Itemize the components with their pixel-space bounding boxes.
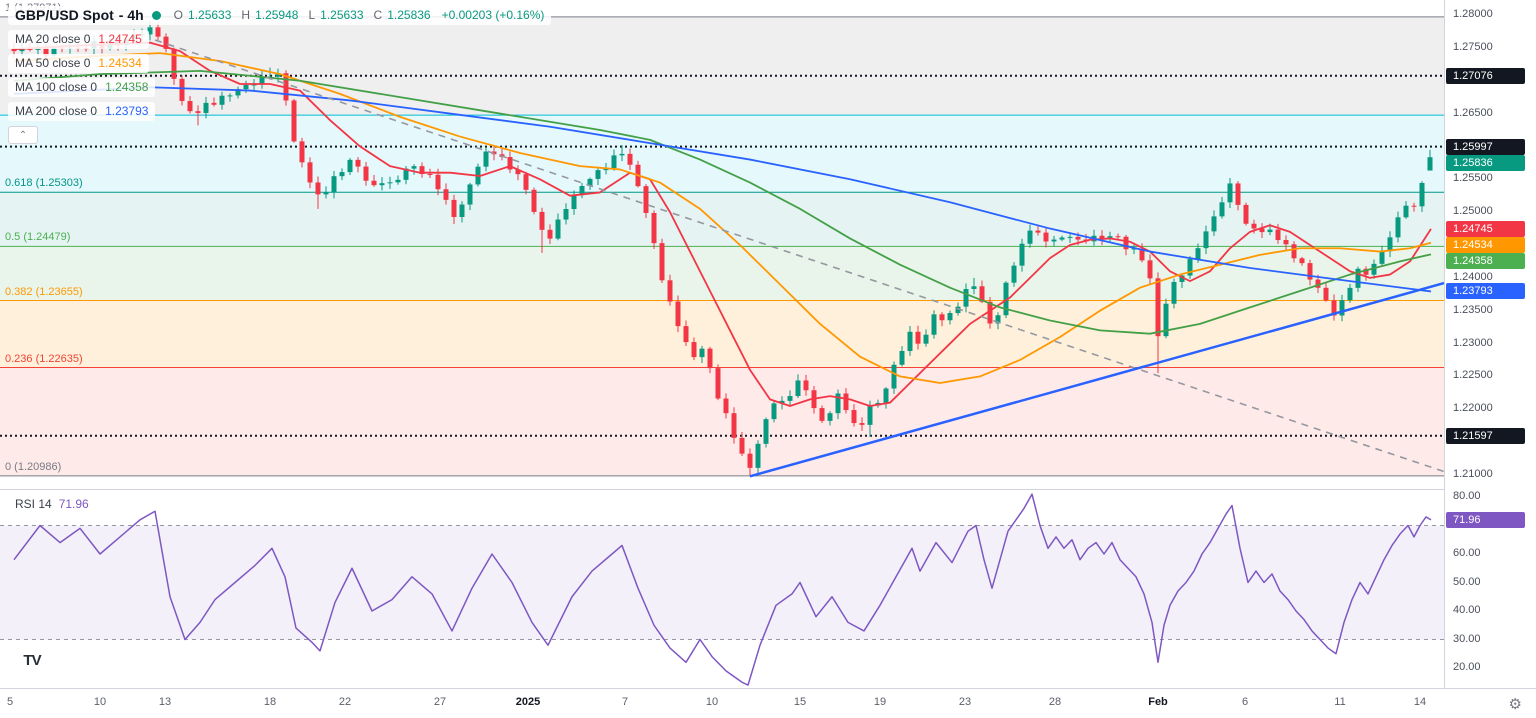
- time-axis-label: 6: [1241, 696, 1249, 708]
- rsi-line: [13, 493, 1432, 686]
- time-axis-label: 10: [93, 696, 107, 708]
- price-axis-label: 1.25500: [1453, 172, 1493, 185]
- chevron-up-icon: ⌃: [18, 129, 28, 141]
- time-axis-label: 18: [263, 696, 277, 708]
- price-axis-label: 1.25000: [1453, 205, 1493, 218]
- price-badge: 1.25836: [1446, 154, 1525, 171]
- time-axis-label: 22: [338, 696, 352, 708]
- price-badge: 1.21597: [1446, 427, 1525, 444]
- ma-200-label: MA 200 close 0: [15, 104, 98, 118]
- rsi-axis-label: 50.00: [1453, 575, 1481, 588]
- ma-200-row[interactable]: MA 200 close 0 1.23793: [8, 102, 156, 121]
- rsi-axis-label: 80.00: [1453, 490, 1481, 502]
- low-label: L: [308, 8, 316, 22]
- tradingview-logo-text: TV: [23, 651, 41, 669]
- rsi-pane[interactable]: RSI 14 71.96: [0, 490, 1444, 688]
- ma-20-label: MA 20 close 0: [15, 32, 91, 46]
- ma-50-label: MA 50 close 0: [15, 56, 91, 70]
- chart-legend: GBP/USD Spot - 4h O 1.25633 H 1.25948 L 1.2…: [8, 6, 552, 144]
- ma-50-row[interactable]: MA 50 close 0 1.24534: [8, 54, 149, 73]
- ma-100-label: MA 100 close 0: [15, 80, 98, 94]
- high-value: 1.25948: [255, 8, 299, 22]
- time-axis-label: 13: [158, 696, 172, 708]
- low-value: 1.25633: [320, 8, 364, 22]
- time-axis-label: 14: [1413, 696, 1427, 708]
- open-value: 1.25633: [188, 8, 232, 22]
- market-status-dot: [151, 11, 161, 20]
- price-badge: 1.27076: [1446, 67, 1525, 84]
- ma-100-value: 1.24358: [105, 80, 149, 94]
- trendlines[interactable]: [154, 39, 1444, 480]
- change-value: +0.00203 (+0.16%): [441, 8, 545, 22]
- open-label: O: [173, 8, 184, 22]
- price-chart-canvas[interactable]: [0, 0, 1444, 489]
- rsi-axis-label: 20.00: [1453, 661, 1481, 673]
- time-axis-label: Feb: [1148, 696, 1168, 708]
- time-axis-label: 5: [6, 696, 14, 708]
- pane-divider[interactable]: [0, 489, 1536, 490]
- rsi-label: RSI 14: [15, 497, 52, 511]
- fib-level-label: 0.5 (1.24479): [5, 231, 71, 244]
- rsi-canvas[interactable]: [0, 490, 1444, 688]
- price-badge: 1.24745: [1446, 220, 1525, 237]
- ma-200-value: 1.23793: [105, 104, 149, 118]
- collapse-indicators-button[interactable]: ⌃: [8, 126, 38, 144]
- price-axis-label: 1.23000: [1453, 336, 1493, 349]
- time-axis-label: 15: [793, 696, 807, 708]
- rsi-badge: 71.96: [1446, 511, 1525, 528]
- time-axis-label: 11: [1334, 696, 1346, 708]
- fib-level-label: 0.618 (1.25303): [5, 177, 83, 190]
- moving-average-lines: [13, 41, 1432, 407]
- price-axis-label: 1.23500: [1453, 303, 1493, 316]
- rsi-axis-label: 40.00: [1453, 604, 1481, 616]
- time-axis-label: 27: [433, 696, 447, 708]
- ma-20-row[interactable]: MA 20 close 0 1.24745: [8, 30, 149, 49]
- fib-level-label: 0.382 (1.23655): [5, 285, 83, 298]
- time-axis-label: 23: [958, 696, 972, 708]
- symbol-title[interactable]: GBP/USD Spot: [15, 7, 114, 23]
- rsi-band: [0, 525, 1444, 640]
- price-badge: 1.23793: [1446, 283, 1525, 300]
- settings-gear-icon[interactable]: ⚙: [1508, 696, 1522, 713]
- time-axis-label: 7: [621, 696, 629, 708]
- price-scale-axis[interactable]: 1.28000 1.27500 1.26500 1.25500 1.25000 1.240…: [1444, 0, 1536, 688]
- price-axis-label: 1.28000: [1453, 8, 1493, 20]
- symbol-row[interactable]: GBP/USD Spot - 4h O 1.25633 H 1.25948 L 1.2…: [8, 6, 552, 25]
- time-axis[interactable]: ⚙ 5 10 13 18 22 27 2025 7 10 15 19 23 28 Feb 6 11 14: [0, 688, 1536, 718]
- close-label: C: [373, 8, 383, 22]
- fib-bands: [0, 16, 1444, 476]
- close-value: 1.25836: [387, 8, 431, 22]
- price-axis-label: 1.24000: [1453, 270, 1493, 283]
- price-chart-pane[interactable]: GBP/USD Spot - 4h O 1.25633 H 1.25948 L 1.2…: [0, 0, 1444, 489]
- time-axis-label: 2025: [515, 696, 541, 708]
- rsi-axis-label: 60.00: [1453, 547, 1481, 559]
- price-axis-label: 1.22000: [1453, 402, 1493, 415]
- fib-level-label: 0 (1.20986): [5, 460, 62, 473]
- tradingview-logo[interactable]: TV: [16, 647, 48, 673]
- rsi-legend[interactable]: RSI 14 71.96: [8, 495, 96, 514]
- time-axis-label: 19: [873, 696, 887, 708]
- ma-100-row[interactable]: MA 100 close 0 1.24358: [8, 78, 156, 97]
- time-axis-label: 10: [705, 696, 719, 708]
- ma-20-value: 1.24745: [98, 32, 142, 46]
- price-axis-label: 1.26500: [1453, 106, 1493, 119]
- timeframe-label[interactable]: - 4h: [118, 7, 144, 23]
- price-badge: 1.24534: [1446, 236, 1525, 253]
- price-axis-label: 1.22500: [1453, 369, 1493, 382]
- ma-50-value: 1.24534: [98, 56, 142, 70]
- price-badge: 1.25997: [1446, 138, 1525, 155]
- high-label: H: [241, 8, 251, 22]
- time-axis-label: 28: [1048, 696, 1062, 708]
- rsi-value: 71.96: [58, 497, 89, 511]
- rsi-axis-label: 30.00: [1453, 632, 1481, 645]
- fib-level-label: 0.236 (1.22635): [5, 352, 83, 365]
- price-axis-label: 1.21000: [1453, 467, 1493, 480]
- price-badge: 1.24358: [1446, 252, 1525, 269]
- price-axis-label: 1.27500: [1453, 40, 1493, 53]
